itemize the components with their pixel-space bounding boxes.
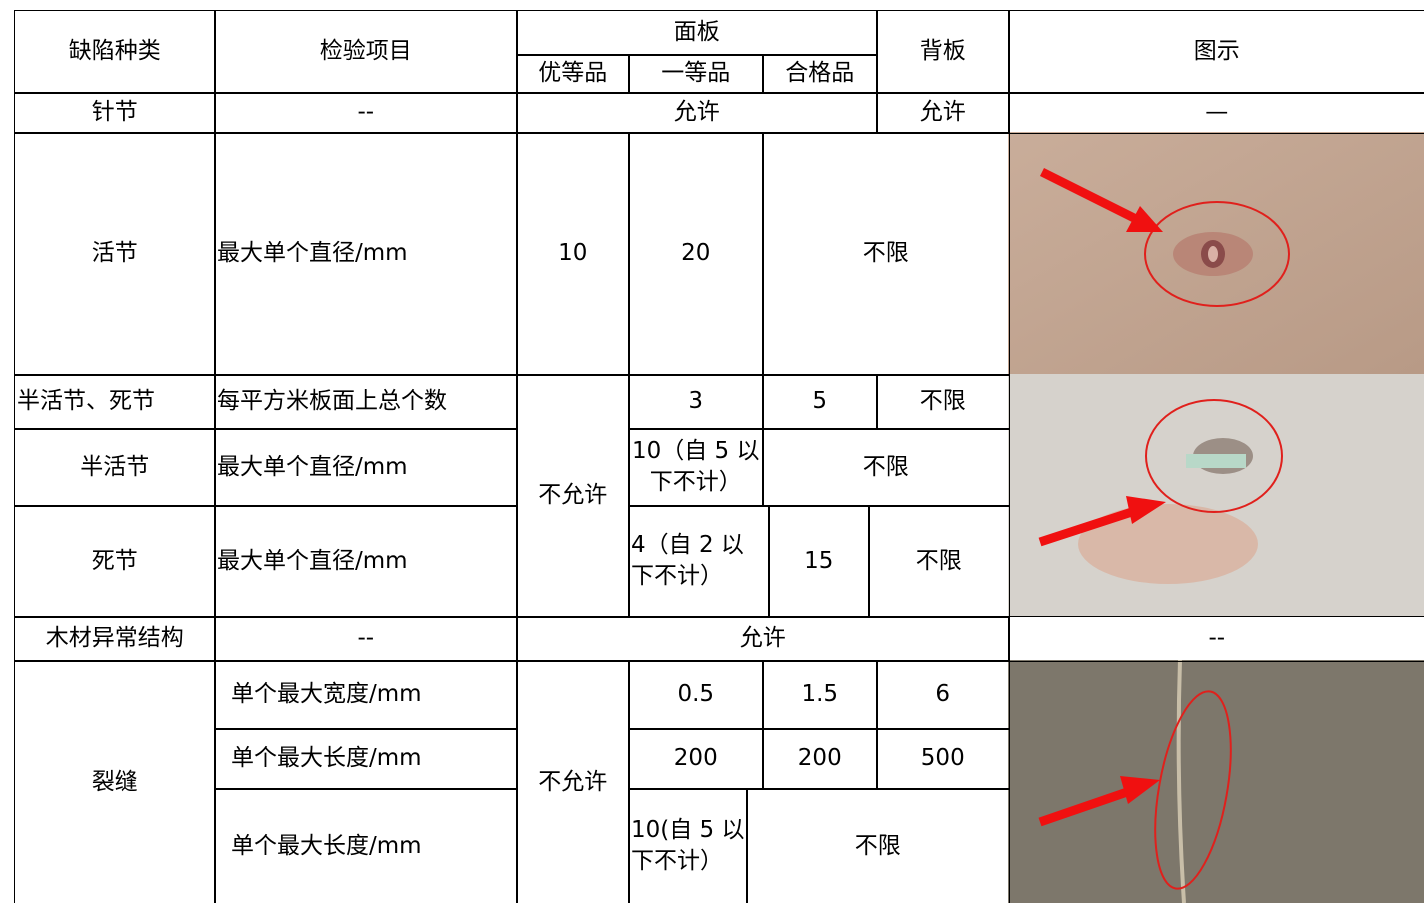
table-cell: 0.5 [628, 660, 764, 730]
table-cell: 4（自 2 以下不计） [628, 505, 770, 618]
table-cell: 半活节、死节 [14, 374, 216, 430]
table-cell: 15 [768, 505, 870, 618]
table-cell: 缺陷种类 [14, 10, 216, 94]
table-cell: 20 [628, 132, 764, 376]
dead-knot-photo [1008, 374, 1424, 616]
table-cell: 死节 [14, 505, 216, 618]
table-cell: 合格品 [762, 54, 878, 94]
table-cell: 不允许 [516, 660, 630, 903]
table-cell: 不限 [876, 374, 1010, 430]
table-cell: 不允许 [516, 374, 630, 618]
table-cell: 不限 [762, 132, 1010, 376]
table-cell: 面板 [516, 10, 878, 56]
table-cell: 裂缝 [14, 660, 216, 903]
knot-photo [1008, 132, 1424, 374]
table-cell: 不限 [762, 428, 1010, 507]
table-cell: -- [1008, 616, 1424, 662]
table-cell: -- [214, 616, 518, 662]
table-cell: 单个最大长度/mm [214, 788, 518, 903]
table-cell: 活节 [14, 132, 216, 376]
table-cell: 最大单个直径/mm [214, 428, 518, 507]
table-cell: 检验项目 [214, 10, 518, 94]
table-cell: 不限 [868, 505, 1010, 618]
table-cell: 200 [628, 728, 764, 790]
table-cell: 允许 [876, 92, 1010, 134]
table-cell: 最大单个直径/mm [214, 132, 518, 376]
table-cell: 6 [876, 660, 1010, 730]
table-cell: 允许 [516, 616, 1010, 662]
table-cell: 500 [876, 728, 1010, 790]
crack-photo [1008, 660, 1424, 903]
table-cell: 单个最大宽度/mm [214, 660, 518, 730]
table-cell: 最大单个直径/mm [214, 505, 518, 618]
table-cell: 一等品 [628, 54, 764, 94]
table-cell: -- [214, 92, 518, 134]
table-cell: 针节 [14, 92, 216, 134]
table-cell: 5 [762, 374, 878, 430]
table-cell: — [1008, 92, 1424, 134]
table-cell: 图示 [1008, 10, 1424, 94]
table-cell: 3 [628, 374, 764, 430]
table-cell: 10 [516, 132, 630, 376]
table-cell: 不限 [746, 788, 1010, 903]
table-cell: 允许 [516, 92, 878, 134]
table-cell: 10(自 5 以下不计） [628, 788, 748, 903]
table-cell: 200 [762, 728, 878, 790]
table-cell: 10（自 5 以下不计） [628, 428, 764, 507]
table-cell: 木材异常结构 [14, 616, 216, 662]
table-cell: 每平方米板面上总个数 [214, 374, 518, 430]
table-cell: 1.5 [762, 660, 878, 730]
table-cell: 背板 [876, 10, 1010, 94]
table-cell: 优等品 [516, 54, 630, 94]
table-cell: 单个最大长度/mm [214, 728, 518, 790]
table-cell: 半活节 [14, 428, 216, 507]
